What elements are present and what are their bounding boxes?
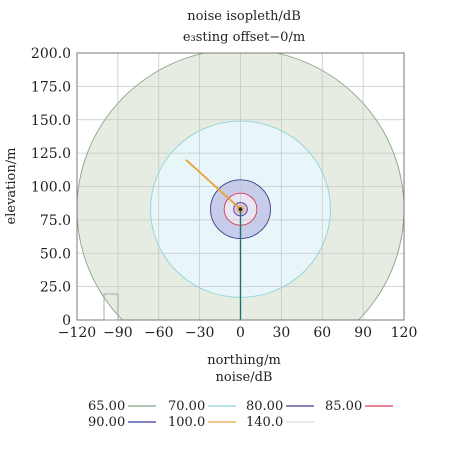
legend-label: 70.00 <box>168 399 205 414</box>
x-tick-label: −30 <box>185 325 215 341</box>
ray-line <box>185 159 242 210</box>
x-tick-label: −120 <box>58 325 96 341</box>
y-tick-label: 50.0 <box>40 246 71 262</box>
plot-frame <box>76 52 405 321</box>
legend-label: 90.00 <box>88 415 125 430</box>
y-tick-label: 200.0 <box>31 46 71 62</box>
annotations <box>185 159 243 320</box>
legend-label: 140.0 <box>246 415 283 430</box>
corner-marker <box>103 293 119 321</box>
x-tick-label: 120 <box>391 325 418 341</box>
y-tick-label: 175.0 <box>31 79 71 95</box>
x-tick-label: −60 <box>144 325 174 341</box>
chart-subtitle: e₃sting offset−0/m <box>183 30 305 45</box>
y-axis-ticks: 0 25.0 50.0 75.0 100.0 125.0 150.0 175.0 200.0 <box>31 46 71 329</box>
x-tick-label: −90 <box>103 325 133 341</box>
legend-label: 85.00 <box>325 399 362 414</box>
y-axis-label: elevation/m <box>4 148 19 225</box>
legend-item-70.00: 70.00 <box>168 399 236 414</box>
plot-grid <box>77 53 404 320</box>
x-axis-ticks: −120 −90 −60 −30 0 30 60 90 120 <box>58 325 418 341</box>
x-tick-label: 0 <box>236 325 245 341</box>
legend-item-140.0: 140.0 <box>246 415 314 430</box>
y-tick-label: 100.0 <box>31 180 71 196</box>
legend-label: 100.0 <box>168 415 205 430</box>
legend-item-65.00: 65.00 <box>88 399 156 414</box>
legend: 65.00 70.00 80.00 85.00 90.00 100.0 140.0 <box>88 399 393 430</box>
x-tick-label: 30 <box>272 325 290 341</box>
source-point <box>238 207 243 212</box>
legend-label: 65.00 <box>88 399 125 414</box>
chart-title: noise isopleth/dB <box>187 9 301 24</box>
y-tick-label: 0 <box>62 313 71 329</box>
legend-item-80.00: 80.00 <box>246 399 314 414</box>
legend-item-85.00: 85.00 <box>325 399 393 414</box>
y-tick-label: 25.0 <box>40 280 71 296</box>
y-tick-label: 125.0 <box>31 146 71 162</box>
x-axis-label: northing/m <box>207 353 281 368</box>
legend-item-90.00: 90.00 <box>88 415 156 430</box>
legend-title: noise/dB <box>216 370 273 385</box>
legend-label: 80.00 <box>246 399 283 414</box>
x-tick-label: 60 <box>313 325 331 341</box>
y-tick-label: 150.0 <box>31 113 71 129</box>
y-tick-label: 75.0 <box>40 213 71 229</box>
legend-item-100.0: 100.0 <box>168 415 236 430</box>
x-tick-label: 90 <box>354 325 372 341</box>
